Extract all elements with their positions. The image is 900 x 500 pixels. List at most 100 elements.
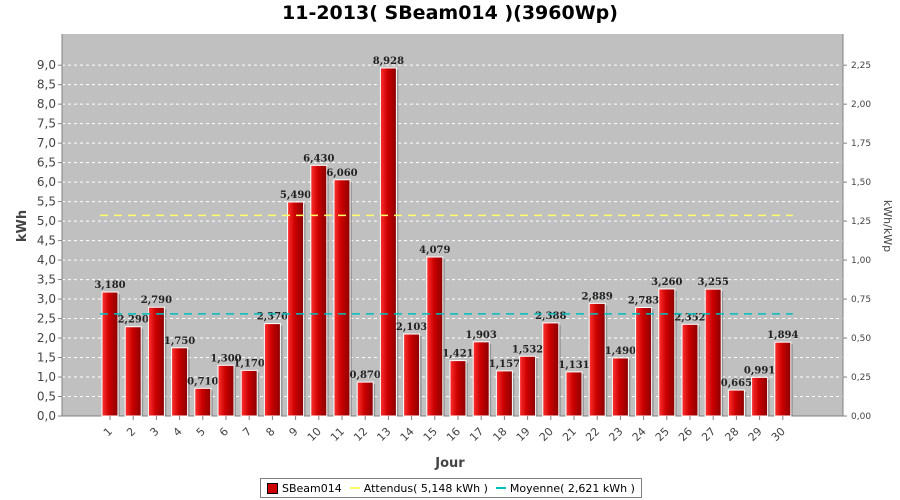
x-tick-label: 26 <box>676 425 695 444</box>
x-tick-label: 5 <box>194 425 208 439</box>
bar-value-label: 1,903 <box>466 330 497 341</box>
legend-item-bar: SBeam014 <box>267 482 342 495</box>
y-tick-label: 2,0 <box>37 331 56 345</box>
bar <box>751 376 769 417</box>
y2-tick-label: 0,75 <box>851 295 871 305</box>
x-tick-label: 25 <box>653 425 672 444</box>
x-tick-label: 4 <box>171 425 185 439</box>
bar-value-label: 2,352 <box>674 312 705 323</box>
bar <box>171 347 189 417</box>
bar <box>635 307 653 417</box>
x-tick-label: 12 <box>351 425 370 444</box>
bar <box>565 371 583 417</box>
y-tick-label: 3,5 <box>37 273 56 287</box>
y2-tick-label: 0,50 <box>851 334 871 344</box>
bar-value-label: 2,103 <box>396 322 427 333</box>
y2-tick-label: 0,00 <box>851 412 871 422</box>
bar <box>519 355 537 417</box>
y-tick-label: 5,0 <box>37 214 56 228</box>
bar-value-label: 2,370 <box>257 312 288 323</box>
bar-value-label: 2,783 <box>628 296 659 307</box>
bar-value-label: 3,255 <box>698 277 729 288</box>
x-tick-label: 20 <box>537 425 556 444</box>
bar <box>774 341 792 417</box>
y-tick-label: 6,0 <box>37 175 56 189</box>
y2-tick-label: 1,00 <box>851 256 871 266</box>
y-tick-label: 7,0 <box>37 136 56 150</box>
x-tick-label: 18 <box>490 425 509 444</box>
y-tick-label: 9,0 <box>37 58 56 72</box>
bar-value-label: 3,260 <box>651 277 682 288</box>
bar <box>101 291 119 417</box>
bar <box>426 256 444 417</box>
bar-value-label: 1,490 <box>605 346 636 357</box>
y-tick-label: 5,5 <box>37 195 56 209</box>
x-axis-title: Jour <box>434 456 465 471</box>
bar-value-label: 5,490 <box>280 190 311 201</box>
x-tick-label: 22 <box>583 425 602 444</box>
bar <box>356 381 374 417</box>
bar <box>727 389 745 417</box>
x-tick-label: 29 <box>746 425 765 444</box>
bar-value-label: 1,532 <box>512 344 543 355</box>
bar-value-label: 1,750 <box>164 336 195 347</box>
y-tick-label: 1,0 <box>37 370 56 384</box>
bar <box>542 322 560 417</box>
x-tick-label: 27 <box>699 425 718 444</box>
bar <box>310 164 328 417</box>
bar-value-label: 1,157 <box>489 359 520 370</box>
bar <box>263 323 281 417</box>
bar-value-label: 1,300 <box>210 353 241 364</box>
x-tick-label: 23 <box>606 425 625 444</box>
bar <box>240 369 258 417</box>
y-tick-label: 8,5 <box>37 78 56 92</box>
bar-value-label: 2,889 <box>582 291 613 302</box>
legend-expected-label: Attendus( 5,148 kWh ) <box>363 481 488 495</box>
bar <box>704 288 722 417</box>
x-tick-label: 10 <box>305 425 324 444</box>
x-tick-label: 19 <box>514 425 533 444</box>
y2-tick-label: 1,50 <box>851 178 871 188</box>
x-tick-label: 15 <box>421 425 440 444</box>
x-tick-label: 3 <box>147 425 161 439</box>
x-tick-label: 8 <box>263 425 277 439</box>
x-tick-label: 1 <box>101 425 115 439</box>
x-tick-label: 24 <box>630 425 649 444</box>
y-tick-label: 2,5 <box>37 312 56 326</box>
y-tick-label: 4,5 <box>37 234 56 248</box>
y-tick-label: 0,0 <box>37 409 56 423</box>
bar <box>403 333 421 417</box>
bar <box>147 306 165 417</box>
x-tick-label: 7 <box>240 425 254 439</box>
x-tick-label: 21 <box>560 425 579 444</box>
bar-value-label: 6,430 <box>303 153 334 164</box>
bar-value-label: 0,991 <box>744 365 775 376</box>
bar-value-label: 2,290 <box>118 315 149 326</box>
bar-value-label: 2,790 <box>141 295 172 306</box>
bar-value-label: 0,665 <box>721 378 752 389</box>
x-tick-label: 11 <box>328 425 347 444</box>
y-axis-title: kWh <box>15 210 30 242</box>
average-line-swatch-icon <box>495 487 506 489</box>
bar <box>611 357 629 417</box>
bar <box>588 302 606 417</box>
x-tick-label: 14 <box>398 425 417 444</box>
bar <box>379 67 397 417</box>
legend-bar-label: SBeam014 <box>282 481 342 495</box>
y2-tick-label: 1,75 <box>851 139 871 149</box>
bar-value-label: 3,180 <box>94 280 125 291</box>
x-tick-label: 9 <box>287 425 301 439</box>
bar-value-label: 1,131 <box>558 360 589 371</box>
y-tick-label: 7,5 <box>37 117 56 131</box>
legend-item-average: Moyenne( 2,621 kWh ) <box>495 482 635 495</box>
bar-value-label: 8,928 <box>373 56 404 67</box>
bar <box>217 364 235 417</box>
bar <box>472 341 490 417</box>
x-tick-label: 13 <box>374 425 393 444</box>
y-tick-label: 8,0 <box>37 97 56 111</box>
bar-value-label: 2,388 <box>535 311 566 322</box>
bar-value-label: 4,079 <box>419 245 450 256</box>
y2-tick-label: 2,00 <box>851 100 871 110</box>
x-tick-label: 2 <box>124 425 138 439</box>
